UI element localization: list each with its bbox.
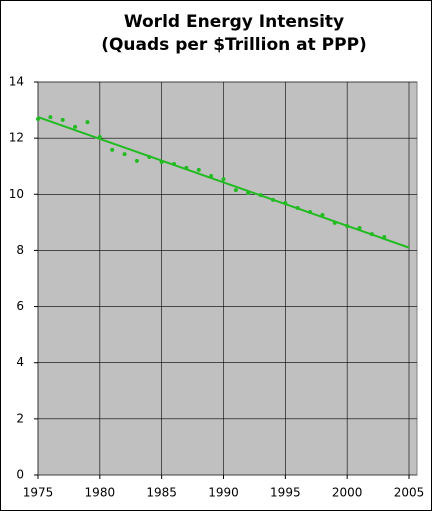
data-point xyxy=(196,167,201,172)
x-tick-label: 1975 xyxy=(23,486,54,500)
y-tick-label: 0 xyxy=(16,468,24,482)
x-tick-label: 1980 xyxy=(85,486,116,500)
plot-area xyxy=(37,81,418,476)
x-tick-label: 1985 xyxy=(146,486,177,500)
data-point xyxy=(60,117,65,122)
y-tick-label: 2 xyxy=(16,411,24,425)
data-point xyxy=(221,177,226,182)
data-point xyxy=(85,120,90,125)
data-point xyxy=(134,158,139,163)
trend-line xyxy=(37,116,410,249)
x-tick-label: 2000 xyxy=(332,486,363,500)
data-point xyxy=(122,152,127,157)
data-point xyxy=(73,124,78,129)
y-tick-label: 12 xyxy=(9,131,24,145)
chart-subtitle: (Quads per $Trillion at PPP) xyxy=(101,35,367,55)
x-tick-label: 1995 xyxy=(270,486,301,500)
y-tick-label: 8 xyxy=(16,243,24,257)
x-tick-label: 2005 xyxy=(394,486,425,500)
x-tick-label: 1990 xyxy=(208,486,239,500)
y-tick-label: 14 xyxy=(9,75,24,89)
data-point xyxy=(110,147,115,152)
y-tick-label: 10 xyxy=(9,187,24,201)
chart-title: World Energy Intensity xyxy=(124,12,344,32)
data-point xyxy=(48,115,53,120)
y-tick-label: 4 xyxy=(16,355,24,369)
y-tick-label: 6 xyxy=(16,299,24,313)
data-point xyxy=(233,188,238,193)
